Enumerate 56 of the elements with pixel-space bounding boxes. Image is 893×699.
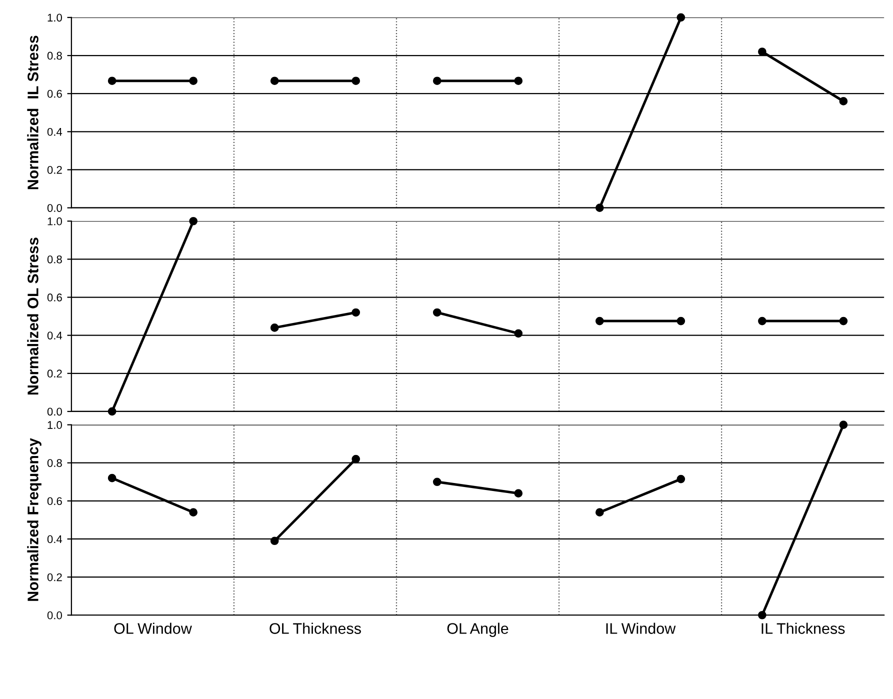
y-tick-label: 0.8 [47, 459, 62, 467]
point [432, 308, 442, 317]
y-tick-label: 0.0 [47, 204, 62, 212]
y-tick-label: 0.6 [47, 90, 62, 98]
y-tick-label: 0.6 [47, 497, 62, 506]
point [595, 204, 604, 212]
y-tick-label: 1.0 [48, 217, 62, 226]
text: OL Thickness [270, 622, 361, 634]
y-axis-title: Normalized Frequency [27, 438, 42, 601]
y-tick-label: 0.6 [47, 294, 62, 302]
point [514, 329, 523, 338]
y-tick-label: 0.8 [47, 255, 62, 264]
y-tick-label: 1.0 [48, 421, 62, 429]
y-tick-label: 0.4 [47, 535, 62, 544]
y-tick-label: 0.4 [47, 332, 62, 340]
point [189, 216, 198, 226]
y-tick-label: 0.4 [47, 128, 62, 136]
point [270, 536, 279, 546]
point [676, 474, 686, 484]
point [595, 508, 604, 517]
point [352, 308, 360, 317]
point [432, 76, 442, 86]
point [839, 97, 848, 106]
text: OL Window [114, 622, 192, 634]
point [352, 76, 360, 86]
point [108, 76, 116, 86]
point [352, 454, 360, 464]
point [676, 316, 686, 326]
point [758, 316, 766, 326]
text: IL Window [606, 622, 676, 634]
point [758, 48, 766, 56]
point [432, 478, 442, 486]
point [108, 407, 116, 416]
y-axis-title: Normalized IL Stress [27, 36, 38, 190]
point [758, 610, 766, 620]
y-tick-label: 0.8 [47, 52, 62, 60]
point [676, 13, 686, 22]
point [595, 316, 604, 326]
point [189, 76, 198, 86]
point [270, 76, 279, 86]
y-axis-title: Normalized OL Stress [27, 238, 38, 395]
point [514, 76, 523, 86]
y-tick-label: 0.2 [47, 573, 62, 582]
y-tick-label: 0.0 [47, 408, 62, 416]
point [839, 316, 848, 326]
point [189, 508, 198, 517]
point [108, 474, 116, 482]
y-tick-label: 0.0 [47, 611, 62, 620]
y-tick-label: 1.0 [48, 14, 62, 22]
text: OL Angle [447, 622, 508, 637]
text: IL Thickness [762, 622, 845, 634]
point [270, 324, 279, 332]
point [514, 489, 523, 498]
y-tick-label: 0.2 [47, 370, 62, 378]
y-tick-label: 0.2 [47, 166, 62, 174]
point [839, 420, 848, 429]
